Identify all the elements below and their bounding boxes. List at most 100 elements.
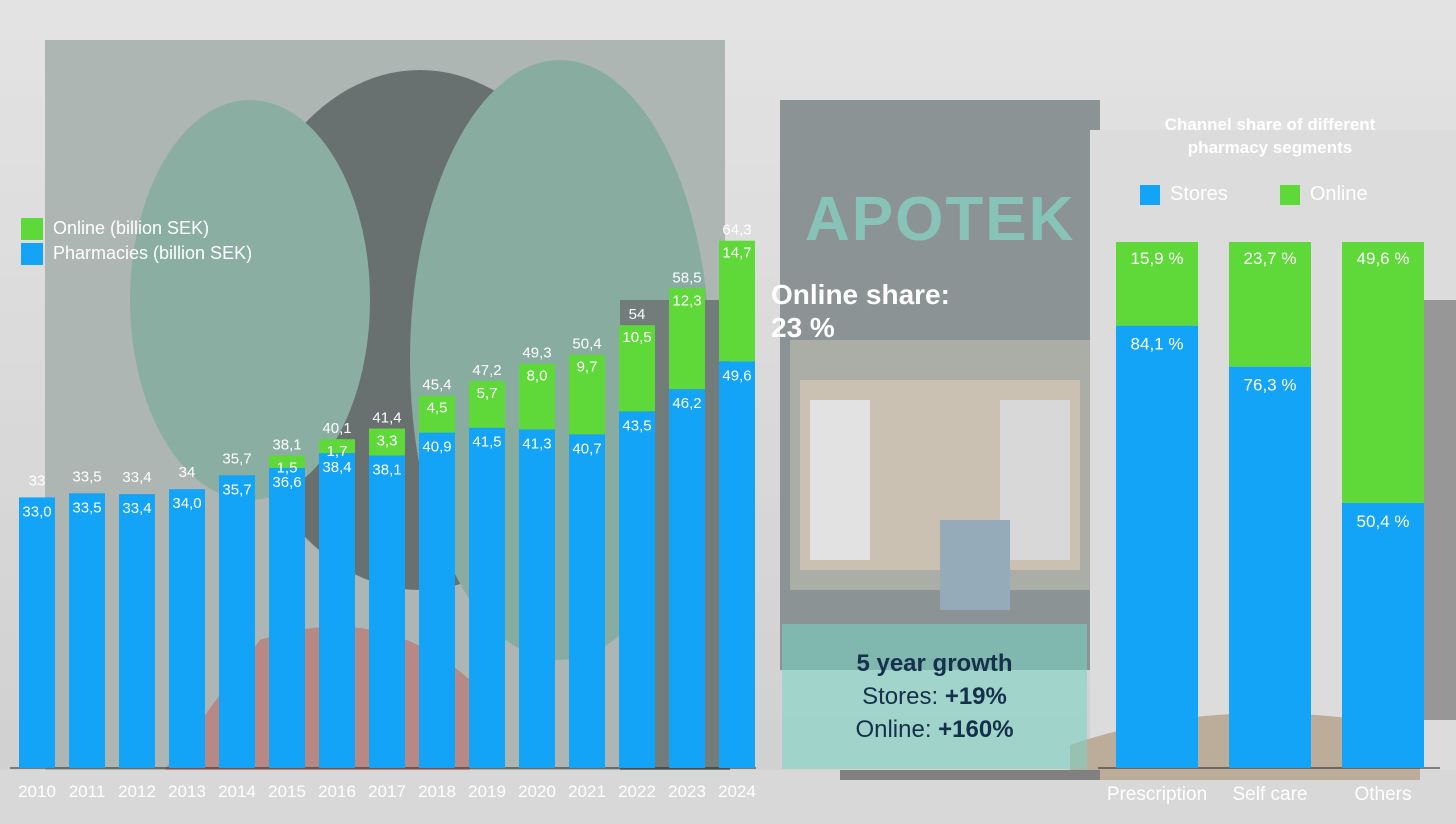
online-value-label-2018: 4,5 (427, 400, 448, 417)
online-value-label-2015: 1,5 (277, 460, 298, 477)
online-share-line2: 23 % (771, 312, 835, 343)
year-tick-label-2011: 2011 (69, 782, 106, 801)
total-value-label-2021: 50,4 (572, 336, 601, 353)
legend-item-online-share: Online (1279, 183, 1368, 206)
segment-tick-label-self-care: Self care (1233, 784, 1308, 805)
growth-stores-label: Stores: (862, 683, 945, 710)
pharmacies-value-label-2011: 33,5 (72, 499, 101, 516)
pharmacies-bar-2019 (469, 427, 505, 768)
year-tick-label-2021: 2021 (568, 782, 606, 801)
online-bar-2022 (619, 325, 655, 412)
year-tick-label-2010: 2010 (18, 782, 56, 801)
pharmacies-bar-2016 (319, 453, 355, 768)
pharmacies-bar-2014 (219, 475, 255, 768)
online-share-bar-others (1342, 242, 1424, 503)
channel-share-legend: Stores Online (1140, 183, 1368, 206)
segment-tick-label-others: Others (1354, 784, 1411, 805)
online-share-line1: Online share: (771, 279, 950, 310)
online-bar-2020 (519, 363, 555, 430)
year-tick-label-2023: 2023 (668, 782, 706, 801)
total-value-label-2016: 40,1 (322, 420, 351, 437)
online-share-label-prescription: 15,9 % (1131, 249, 1184, 268)
legend-label-online: Online (billion SEK) (53, 218, 210, 238)
online-bar-2023 (669, 288, 705, 390)
growth-online-line: Online: +160% (855, 713, 1013, 746)
pharmacies-bar-2011 (69, 493, 105, 768)
online-value-label-2022: 10,5 (622, 329, 651, 346)
total-value-label-2017: 41,4 (372, 410, 401, 427)
year-tick-label-2013: 2013 (168, 782, 206, 801)
total-value-label-2015: 38,1 (272, 437, 301, 454)
stores-share-label-others: 50,4 % (1357, 512, 1410, 531)
total-value-label-2010: 33 (29, 472, 46, 489)
pharmacies-value-label-2012: 33,4 (122, 500, 151, 517)
annual-sales-chart: 33,0 33 2010 33,5 33,5 2011 33,4 33,4 2012 34,0 34… (10, 222, 756, 801)
stores-share-label-self-care: 76,3 % (1244, 376, 1297, 395)
online-share-label-self-care: 23,7 % (1244, 249, 1297, 268)
growth-summary-box: 5 year growth Stores: +19% Online: +160% (782, 624, 1087, 769)
channel-share-title-line2: pharmacy segments (1187, 138, 1353, 157)
online-value-label-2019: 5,7 (477, 385, 498, 402)
online-bar-2018 (419, 395, 455, 433)
year-tick-label-2012: 2012 (118, 782, 156, 801)
year-tick-label-2018: 2018 (418, 782, 456, 801)
online-bar-2015 (269, 455, 305, 468)
pharmacies-value-label-2018: 40,9 (422, 439, 451, 456)
pharmacies-value-label-2010: 33,0 (22, 503, 51, 520)
growth-online-value: +160% (938, 716, 1014, 743)
legend-label-pharmacies: Pharmacies (billion SEK) (53, 243, 253, 263)
total-value-label-2018: 45,4 (422, 377, 451, 394)
online-share-swatch (1279, 184, 1300, 205)
year-tick-label-2017: 2017 (368, 782, 406, 801)
pharmacies-value-label-2015: 36,6 (272, 474, 301, 491)
total-value-label-2022: 54 (629, 306, 646, 323)
stores-share-bar-self-care (1229, 366, 1311, 768)
growth-online-label: Online: (855, 716, 939, 743)
online-value-label-2017: 3,3 (377, 433, 398, 450)
legend-item-stores: Stores (1140, 183, 1228, 206)
year-tick-label-2015: 2015 (268, 782, 306, 801)
growth-stores-line: Stores: +19% (862, 680, 1007, 713)
stores-swatch (1140, 184, 1160, 205)
online-share-bar-self-care (1229, 242, 1311, 367)
total-value-label-2020: 49,3 (522, 345, 551, 362)
online-value-label-2021: 9,7 (577, 359, 598, 376)
pharmacies-bar-2013 (169, 489, 205, 768)
online-value-label-2020: 8,0 (527, 368, 548, 385)
total-value-label-2014: 35,7 (222, 450, 251, 467)
pharmacies-bar-2012 (119, 494, 155, 768)
pharmacies-bar-2020 (519, 429, 555, 768)
online-bar-2017 (369, 428, 405, 456)
online-value-label-2016: 1,7 (327, 443, 348, 460)
pharmacies-value-label-2024: 49,6 (722, 367, 751, 384)
channel-share-title-line1: Channel share of different (1164, 115, 1376, 134)
online-share-bar-prescription (1116, 242, 1198, 326)
legend-item-online: Online (billion SEK) (21, 216, 252, 241)
stores-share-bar-prescription (1116, 325, 1198, 768)
pharmacies-value-label-2022: 43,5 (622, 417, 651, 434)
pharmacies-value-label-2019: 41,5 (472, 434, 501, 451)
growth-stores-value: +19% (944, 683, 1007, 710)
online-swatch (21, 217, 43, 240)
total-value-label-2024: 64,3 (722, 222, 751, 239)
total-value-label-2012: 33,4 (122, 469, 151, 486)
pharmacies-value-label-2013: 34,0 (172, 495, 201, 512)
total-value-label-2011: 33,5 (72, 468, 101, 485)
online-bar-2019 (469, 380, 505, 428)
online-share-label-others: 49,6 % (1357, 249, 1410, 268)
online-bar-2021 (569, 354, 605, 435)
pharmacies-bar-2022 (619, 411, 655, 768)
stores-share-label-prescription: 84,1 % (1131, 335, 1184, 354)
year-tick-label-2014: 2014 (218, 782, 256, 801)
legend-label-stores: Stores (1170, 183, 1228, 205)
pharmacies-bar-2018 (419, 432, 455, 768)
year-tick-label-2016: 2016 (318, 782, 356, 801)
pharmacies-bar-2017 (369, 455, 405, 768)
pharmacies-bar-2023 (669, 389, 705, 768)
legend-label-online-share: Online (1309, 183, 1368, 205)
channel-share-title: Channel share of different pharmacy segm… (1110, 113, 1430, 159)
pharmacies-value-label-2017: 38,1 (372, 462, 401, 479)
pharmacies-value-label-2016: 38,4 (322, 459, 351, 476)
year-tick-label-2019: 2019 (468, 782, 506, 801)
online-value-label-2024: 14,7 (722, 245, 751, 262)
